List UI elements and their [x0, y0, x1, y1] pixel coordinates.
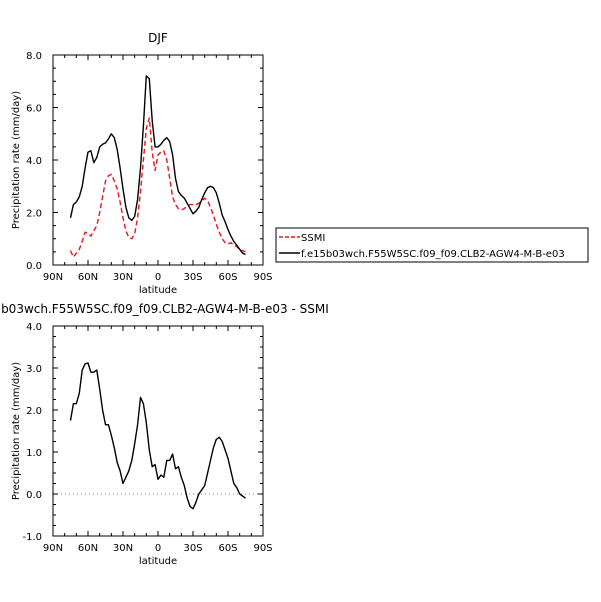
x-tick-label: 0	[155, 543, 161, 554]
x-tick-label: 30S	[183, 543, 202, 554]
x-tick-label: 90S	[253, 543, 272, 554]
y-tick-label: 1.0	[26, 448, 42, 459]
series-line-difference	[69, 362, 246, 510]
y-tick-label: 2.0	[26, 209, 42, 220]
x-tick-label: 30N	[113, 543, 133, 554]
x-axis-label: latitude	[139, 556, 177, 567]
x-tick-label: 60S	[218, 543, 237, 554]
y-tick-label: 3.0	[26, 364, 42, 375]
x-tick-label: 90N	[43, 543, 63, 554]
x-tick-label: 30N	[113, 272, 133, 283]
chart-title: DJF	[148, 31, 168, 45]
y-tick-label: 0.0	[26, 261, 42, 272]
y-tick-label: 6.0	[26, 104, 42, 115]
y-tick-label: -1.0	[22, 532, 42, 543]
y-axis-label: Precipitation rate (mm/day)	[11, 362, 22, 500]
series-line-model	[69, 75, 246, 256]
legend-entry-label: f.e15b03wch.F55W5SC.f09_f09.CLB2-AGW4-M-…	[301, 249, 565, 260]
x-axis-label: latitude	[139, 285, 177, 296]
legend-entry-label: SSMI	[301, 233, 325, 244]
y-tick-label: 0.0	[26, 490, 42, 501]
chart-title: f.e15b03wch.F55W5SC.f09_f09.CLB2-AGW4-M-…	[0, 302, 329, 316]
x-tick-label: 90S	[253, 272, 272, 283]
bottom-panel-difference: f.e15b03wch.F55W5SC.f09_f09.CLB2-AGW4-M-…	[0, 302, 329, 567]
y-tick-label: 4.0	[26, 156, 42, 167]
y-tick-label: 2.0	[26, 406, 42, 417]
x-tick-label: 0	[155, 272, 161, 283]
legend-box	[275, 227, 589, 263]
x-tick-label: 60N	[78, 543, 98, 554]
x-tick-label: 90N	[43, 272, 63, 283]
top-panel-djf: DJF 0.0 2.0 4.0 6.0 8.0 90N 60N 30N 0 30S 60S 90S lat…	[11, 31, 589, 296]
series-line-ssmi	[69, 117, 246, 258]
x-tick-label: 30S	[183, 272, 202, 283]
y-tick-label: 4.0	[26, 322, 42, 333]
x-tick-label: 60S	[218, 272, 237, 283]
y-axis-label: Precipitation rate (mm/day)	[11, 91, 22, 229]
plot-frame	[52, 325, 264, 537]
x-tick-label: 60N	[78, 272, 98, 283]
y-tick-label: 8.0	[26, 51, 42, 62]
